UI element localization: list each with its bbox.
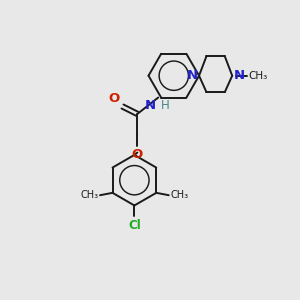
Text: O: O	[132, 148, 143, 161]
Text: H: H	[160, 99, 169, 112]
Text: O: O	[108, 92, 119, 105]
Text: CH₃: CH₃	[248, 71, 268, 81]
Text: N: N	[145, 99, 156, 112]
Text: Cl: Cl	[128, 219, 141, 232]
Text: CH₃: CH₃	[80, 190, 98, 200]
Text: CH₃: CH₃	[170, 190, 188, 200]
Text: N: N	[186, 69, 198, 82]
Text: N: N	[234, 69, 245, 82]
